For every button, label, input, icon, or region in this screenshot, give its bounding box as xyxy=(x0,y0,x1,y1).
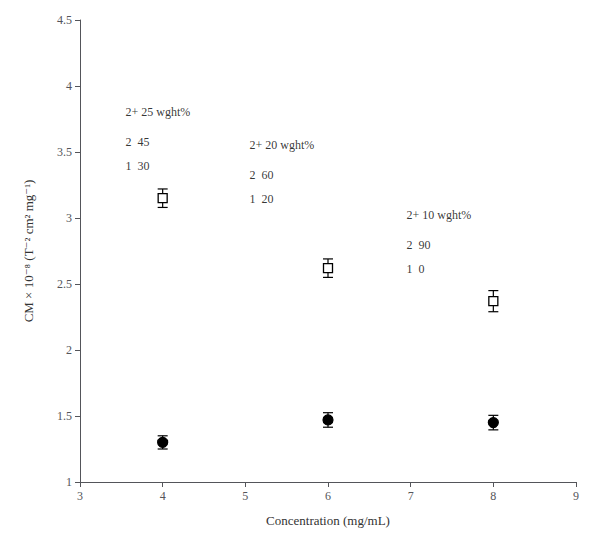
svg-text:Concentration (mg/mL): Concentration (mg/mL) xyxy=(266,513,390,528)
svg-text:2 45: 2 45 xyxy=(125,135,149,149)
svg-text:2 60: 2 60 xyxy=(249,168,273,182)
svg-text:4: 4 xyxy=(66,79,72,93)
svg-text:4: 4 xyxy=(160,489,166,503)
svg-text:1 30: 1 30 xyxy=(125,159,149,173)
svg-text:7: 7 xyxy=(408,489,414,503)
svg-text:2+ 25 wght%: 2+ 25 wght% xyxy=(125,105,190,119)
svg-text:9: 9 xyxy=(573,489,579,503)
svg-text:2.5: 2.5 xyxy=(57,277,72,291)
svg-text:2+ 20 wght%: 2+ 20 wght% xyxy=(249,138,314,152)
svg-text:4.5: 4.5 xyxy=(57,13,72,27)
svg-text:2: 2 xyxy=(66,343,72,357)
svg-text:6: 6 xyxy=(325,489,331,503)
svg-text:2 90: 2 90 xyxy=(407,238,431,252)
svg-text:1.5: 1.5 xyxy=(57,409,72,423)
svg-text:5: 5 xyxy=(242,489,248,503)
svg-text:CM × 10⁻⁸ (T⁻² cm² mg⁻¹): CM × 10⁻⁸ (T⁻² cm² mg⁻¹) xyxy=(21,180,36,323)
svg-text:3.5: 3.5 xyxy=(57,145,72,159)
svg-text:1 20: 1 20 xyxy=(249,192,273,206)
svg-text:2+ 10 wght%: 2+ 10 wght% xyxy=(407,208,472,222)
svg-text:1: 1 xyxy=(66,475,72,489)
svg-text:1 0: 1 0 xyxy=(407,262,425,276)
svg-text:3: 3 xyxy=(77,489,83,503)
svg-text:3: 3 xyxy=(66,211,72,225)
svg-text:8: 8 xyxy=(490,489,496,503)
